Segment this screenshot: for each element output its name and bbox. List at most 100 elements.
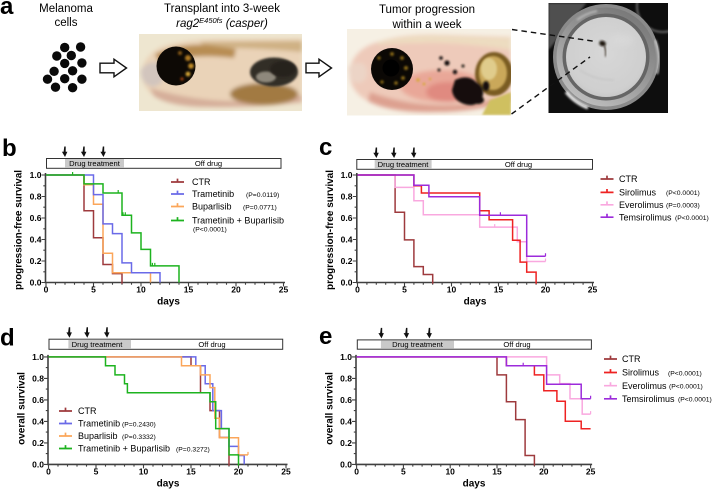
svg-text:0.6: 0.6 <box>30 213 42 223</box>
svg-text:Transplant into 3-week: Transplant into 3-week <box>164 3 280 15</box>
svg-text:0: 0 <box>46 467 51 477</box>
svg-text:10: 10 <box>136 285 146 295</box>
svg-text:0.4: 0.4 <box>30 235 42 245</box>
svg-text:progression-free survival: progression-free survival <box>325 170 336 290</box>
svg-text:overall survival: overall survival <box>17 372 28 445</box>
svg-text:5: 5 <box>94 467 99 477</box>
svg-text:Drug treatment: Drug treatment <box>69 159 121 168</box>
svg-text:days: days <box>464 297 487 308</box>
svg-text:20: 20 <box>234 467 244 477</box>
svg-text:15: 15 <box>494 285 504 295</box>
svg-text:0.8: 0.8 <box>341 192 353 202</box>
svg-text:15: 15 <box>492 467 502 477</box>
svg-text:Drug treatment: Drug treatment <box>72 340 124 349</box>
svg-text:rag2E450fs (casper): rag2E450fs (casper) <box>176 16 268 30</box>
svg-text:0.0: 0.0 <box>30 278 42 288</box>
svg-text:15: 15 <box>184 285 194 295</box>
svg-text:0.0: 0.0 <box>32 459 44 469</box>
svg-text:(P<0.0001): (P<0.0001) <box>678 397 712 404</box>
svg-text:0.4: 0.4 <box>341 235 353 245</box>
svg-text:5: 5 <box>91 285 96 295</box>
svg-text:15: 15 <box>186 467 196 477</box>
svg-text:0.6: 0.6 <box>32 395 44 405</box>
svg-text:days: days <box>463 479 486 490</box>
svg-text:0.6: 0.6 <box>340 395 352 405</box>
svg-text:0.4: 0.4 <box>340 416 352 426</box>
svg-text:Off drug: Off drug <box>503 340 530 349</box>
svg-text:0.2: 0.2 <box>340 438 352 448</box>
svg-text:0.8: 0.8 <box>30 192 42 202</box>
svg-text:(P=0.0119): (P=0.0119) <box>246 192 279 199</box>
svg-text:(P=0.3272): (P=0.3272) <box>176 446 210 453</box>
svg-text:0.6: 0.6 <box>341 213 353 223</box>
svg-text:0: 0 <box>354 467 359 477</box>
svg-text:Tumor progression: Tumor progression <box>379 4 475 16</box>
svg-text:5: 5 <box>402 285 407 295</box>
svg-text:20: 20 <box>231 285 241 295</box>
svg-text:5: 5 <box>401 467 406 477</box>
svg-text:CTR: CTR <box>192 177 211 187</box>
svg-text:Drug treatment: Drug treatment <box>378 160 430 169</box>
svg-text:Temsirolimus: Temsirolimus <box>622 394 675 404</box>
svg-text:1.0: 1.0 <box>341 170 353 180</box>
svg-text:0.2: 0.2 <box>341 256 353 266</box>
svg-text:e: e <box>319 323 332 350</box>
svg-text:Trametinib + Buparlisib: Trametinib + Buparlisib <box>78 444 170 454</box>
svg-text:(P=0.0771): (P=0.0771) <box>243 204 277 211</box>
svg-text:10: 10 <box>445 467 455 477</box>
svg-text:(P=0.2430): (P=0.2430) <box>122 421 156 428</box>
svg-text:c: c <box>319 134 332 161</box>
svg-text:(P<0.0001): (P<0.0001) <box>668 370 702 377</box>
svg-text:20: 20 <box>539 467 549 477</box>
svg-text:Everolimus: Everolimus <box>622 381 667 391</box>
svg-text:(P<0.0001): (P<0.0001) <box>193 227 227 234</box>
svg-text:(P=0.0003): (P=0.0003) <box>666 203 700 210</box>
svg-text:25: 25 <box>279 285 289 295</box>
svg-text:0.8: 0.8 <box>32 373 44 383</box>
svg-text:Trametinib: Trametinib <box>78 419 120 429</box>
svg-text:overall survival: overall survival <box>325 372 336 445</box>
svg-text:0.2: 0.2 <box>30 256 42 266</box>
svg-text:Sirolimus: Sirolimus <box>622 368 660 378</box>
svg-text:CTR: CTR <box>622 354 641 364</box>
svg-text:1.0: 1.0 <box>340 352 352 362</box>
svg-text:1.0: 1.0 <box>30 170 42 180</box>
svg-text:a: a <box>0 0 14 20</box>
svg-text:0.2: 0.2 <box>32 438 44 448</box>
svg-text:days: days <box>157 297 180 308</box>
svg-text:(P<0.0001): (P<0.0001) <box>666 190 700 197</box>
svg-text:Off drug: Off drug <box>198 340 225 349</box>
svg-text:0: 0 <box>355 285 360 295</box>
svg-text:0.8: 0.8 <box>340 373 352 383</box>
svg-text:0.0: 0.0 <box>341 278 353 288</box>
svg-text:(P<0.0001): (P<0.0001) <box>669 384 703 391</box>
svg-text:CTR: CTR <box>619 174 638 184</box>
svg-text:within a week: within a week <box>391 19 461 31</box>
svg-text:Drug treatment: Drug treatment <box>392 340 444 349</box>
svg-text:Off drug: Off drug <box>195 159 222 168</box>
svg-text:d: d <box>0 325 15 352</box>
svg-text:Trametinib + Buparlisib: Trametinib + Buparlisib <box>192 216 284 226</box>
svg-text:0.0: 0.0 <box>340 459 352 469</box>
svg-text:Everolimus: Everolimus <box>619 200 664 210</box>
svg-text:25: 25 <box>586 467 596 477</box>
svg-text:days: days <box>157 479 180 490</box>
svg-text:Trametinib: Trametinib <box>192 189 234 199</box>
svg-text:Buparlisib: Buparlisib <box>192 202 232 212</box>
svg-text:cells: cells <box>54 17 77 29</box>
svg-text:(P=0.3332): (P=0.3332) <box>122 434 156 441</box>
svg-text:25: 25 <box>281 467 291 477</box>
svg-text:Temsirolimus: Temsirolimus <box>619 212 672 222</box>
svg-text:(P<0.0001): (P<0.0001) <box>675 215 709 222</box>
svg-text:Off drug: Off drug <box>505 160 532 169</box>
svg-text:0: 0 <box>44 285 49 295</box>
svg-text:25: 25 <box>588 285 598 295</box>
svg-text:CTR: CTR <box>78 406 97 416</box>
svg-text:Buparlisib: Buparlisib <box>78 431 118 441</box>
svg-text:0.4: 0.4 <box>32 416 44 426</box>
svg-text:Melanoma: Melanoma <box>39 3 93 15</box>
svg-text:1.0: 1.0 <box>32 352 44 362</box>
svg-text:b: b <box>2 135 17 162</box>
svg-text:10: 10 <box>139 467 149 477</box>
svg-text:Sirolimus: Sirolimus <box>619 188 657 198</box>
